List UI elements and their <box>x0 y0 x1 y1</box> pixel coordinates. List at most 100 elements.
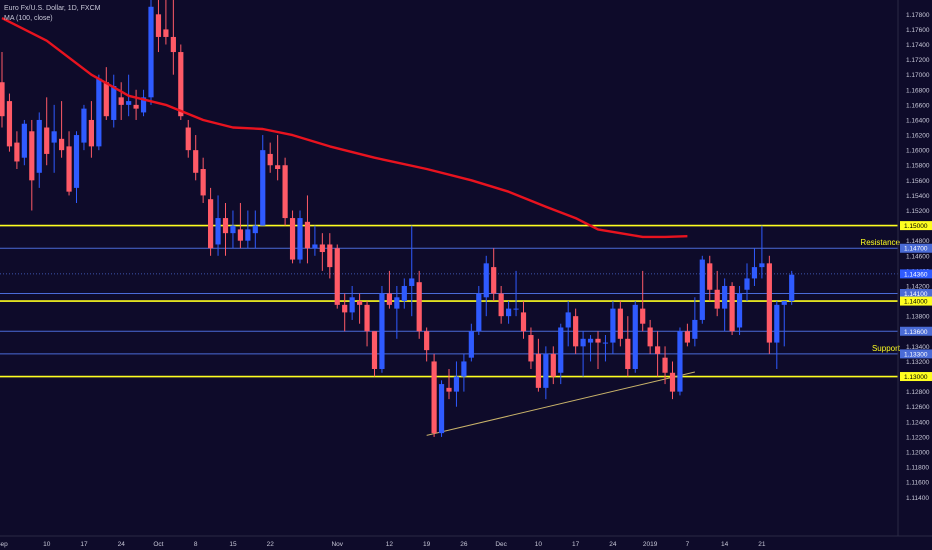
candle-body-up <box>260 150 266 226</box>
candle-body-up <box>453 376 460 392</box>
time-tick-label: 2019 <box>643 541 658 548</box>
price-tick-label: 1.17800 <box>906 12 930 19</box>
candle-body-up <box>565 312 571 328</box>
price-axis[interactable]: 1.11400 1.11600 1.11800 1.12000 1.12200 1.124… <box>900 12 932 502</box>
chart-legend: Euro Fx/U.S. Dollar, 1D, FXCM MA (100, c… <box>4 4 100 24</box>
price-tag-box <box>900 221 932 231</box>
candle-body-up <box>774 304 780 343</box>
candle-body-down <box>44 127 50 154</box>
price-tick-label: 1.15200 <box>906 208 930 215</box>
time-tick-label: 14 <box>721 541 729 548</box>
candle-body-down <box>133 104 139 109</box>
price-tick-label: 1.12400 <box>906 419 930 426</box>
symbol-title: Euro Fx/U.S. Dollar, 1D, FXCM <box>4 5 101 12</box>
level-label-resistance: Resistance <box>860 238 900 247</box>
candle-body-up <box>744 278 750 290</box>
price-tag-label: 1.13000 <box>904 374 928 381</box>
price-tick-label: 1.15400 <box>906 193 930 200</box>
candle-body-down <box>170 36 176 53</box>
candle-body-up <box>401 285 407 302</box>
candle-body-up <box>580 338 586 347</box>
price-tick-label: 1.17000 <box>906 72 930 79</box>
candle-body-down <box>371 331 378 369</box>
time-axis[interactable]: Sep 10 17 24 Oct 8 15 22 Nov 12 19 26 Dec 10 17 24 2019 7… <box>0 535 932 548</box>
candle-body-down <box>178 52 184 117</box>
candle-body-down <box>431 361 437 434</box>
candle-body-up <box>126 101 132 105</box>
candle-body-down <box>342 304 348 313</box>
candle-body-down <box>327 244 333 268</box>
candle-body-up <box>297 218 303 260</box>
candle-body-up <box>51 131 57 143</box>
price-tick-label: 1.15800 <box>906 163 930 170</box>
candle-body-down <box>88 119 94 147</box>
price-tick-label: 1.12200 <box>906 434 930 441</box>
candle-body-down <box>193 150 199 173</box>
candle-body-up <box>81 108 87 143</box>
candle-body-down <box>625 338 631 369</box>
candle-body-up <box>789 274 795 302</box>
candle-body-down <box>267 153 273 166</box>
candle-body-up <box>476 293 482 332</box>
candle-body-down <box>237 229 243 241</box>
candle-body-up <box>543 353 549 388</box>
price-tick-label: 1.12000 <box>906 449 930 456</box>
candle-body-down <box>200 169 206 196</box>
candle-body-up <box>140 97 147 113</box>
price-tag-box <box>900 269 932 279</box>
candle-body-up <box>36 119 42 173</box>
candle-body-up <box>558 327 564 373</box>
candle-body-down <box>289 218 296 260</box>
price-tag-label: 1.13300 <box>904 351 928 358</box>
candle-body-down <box>662 357 668 373</box>
candle-body-up <box>21 123 27 158</box>
candle-body-down <box>118 97 124 105</box>
candle-body-up <box>312 244 318 249</box>
time-tick-label: 17 <box>80 541 88 548</box>
candle-body-up <box>438 384 445 434</box>
time-tick-label: Dec <box>495 541 507 548</box>
candle-body-down <box>14 142 20 162</box>
price-tick-label: 1.12800 <box>906 389 930 396</box>
candle-body-up <box>722 285 728 309</box>
time-tick-label: Sep <box>0 541 8 548</box>
candle-body-up <box>230 225 236 234</box>
candle-body-up <box>148 6 154 98</box>
candle-body-down <box>595 338 601 343</box>
candle-body-down <box>6 101 13 147</box>
candle-body-down <box>550 353 556 377</box>
price-tag-box <box>900 372 932 382</box>
support-trendline <box>426 371 695 436</box>
candle-body-up <box>736 293 743 328</box>
time-tick-label: 8 <box>194 541 198 548</box>
candle-body-up <box>96 78 102 147</box>
time-tick-label: Oct <box>153 541 163 548</box>
price-tick-label: 1.13800 <box>906 314 930 321</box>
candle-body-up <box>632 304 638 369</box>
candle-body-down <box>729 285 735 332</box>
candle-body-down <box>535 353 541 388</box>
candle-body-down <box>185 127 191 151</box>
candle-body-up <box>692 319 698 339</box>
time-tick-label: 12 <box>386 541 394 548</box>
level-label-support: Support <box>872 344 901 353</box>
trendline-layer <box>426 371 695 436</box>
price-tag-box <box>900 243 932 253</box>
price-tick-label: 1.15600 <box>906 178 930 185</box>
candle-body-down <box>528 335 534 362</box>
price-tag-box <box>900 289 932 299</box>
candle-body-down <box>491 267 497 294</box>
candle-body-up <box>483 263 489 298</box>
price-tick-label: 1.14800 <box>906 238 930 245</box>
price-tag-label: 1.14100 <box>904 291 928 298</box>
candle-body-up <box>73 135 80 188</box>
candle-body-down <box>66 146 72 192</box>
candle-body-up <box>409 278 415 286</box>
candle-body-down <box>275 165 281 170</box>
price-tick-label: 1.17400 <box>906 42 930 49</box>
candle-body-up <box>468 331 474 358</box>
candle-body-up <box>245 229 251 241</box>
candle-body-up <box>751 267 758 279</box>
